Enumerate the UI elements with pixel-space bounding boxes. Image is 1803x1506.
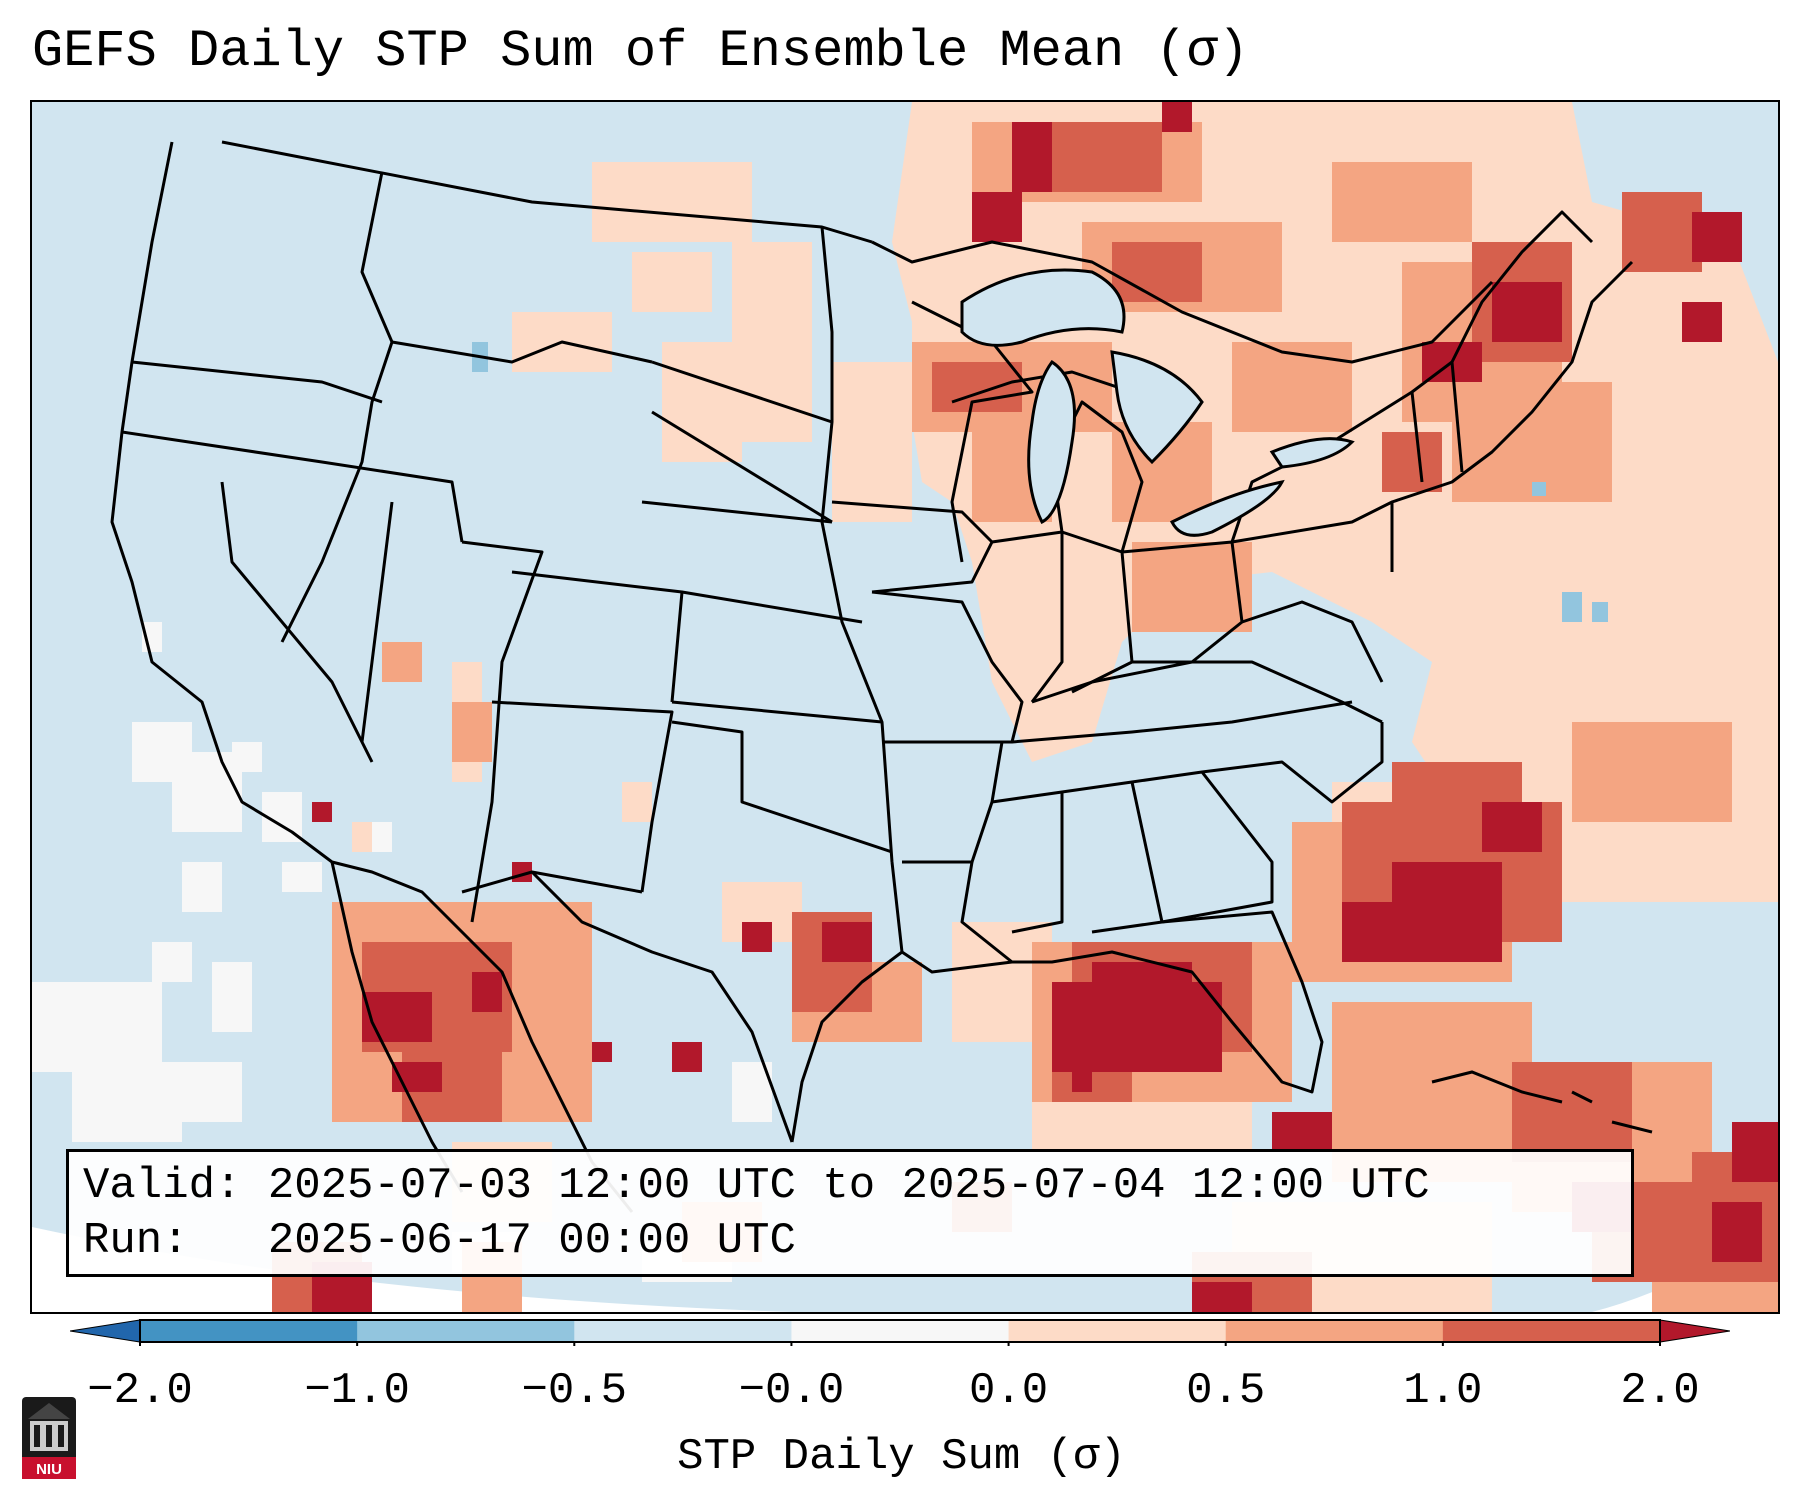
colorbar-tick-label: 1.0: [1403, 1366, 1483, 1416]
lake-huron: [1110, 350, 1204, 465]
colorbar-tick-label: −0.0: [738, 1366, 845, 1416]
run-label: Run:: [83, 1216, 189, 1266]
great-lakes: [960, 268, 1355, 537]
lake-superior: [960, 268, 1126, 347]
colorbar-segment: [357, 1320, 575, 1342]
colorbar-tick-label: 0.0: [968, 1366, 1049, 1416]
map-panel: [30, 100, 1780, 1314]
domain-outside-area: [32, 1227, 792, 1312]
colorbar-extend-high: [1659, 1319, 1730, 1343]
colorbar-segment: [574, 1320, 792, 1342]
state-borders: [110, 140, 1634, 1213]
colorbar-segment: [1442, 1320, 1661, 1342]
lake-erie: [1169, 479, 1285, 537]
colorbar-segment: [1008, 1320, 1227, 1342]
valid-run-info-box: Valid: 2025-07-03 12:00 UTC to 2025-07-0…: [66, 1149, 1634, 1277]
logo-text: NIU: [36, 1461, 62, 1478]
chart-title: GEFS Daily STP Sum of Ensemble Mean (σ): [32, 22, 1249, 81]
colorbar-segment: [140, 1320, 358, 1342]
stp-map: [32, 102, 1778, 1312]
colorbar-tick-label: −1.0: [304, 1366, 410, 1416]
colorbar-extend-low: [70, 1319, 141, 1343]
colorbar-segment: [791, 1320, 1010, 1342]
colorbar-tick-label: 2.0: [1620, 1366, 1700, 1416]
colorbar-segment: [1225, 1320, 1444, 1342]
weak-negative-cells: [472, 342, 1608, 622]
run-time: 2025-06-17 00:00 UTC: [267, 1216, 796, 1266]
caribbean-islands: [1431, 1070, 1653, 1134]
colorbar-label: STP Daily Sum (σ): [677, 1432, 1126, 1482]
valid-label: Valid:: [83, 1161, 242, 1211]
colorbar-tick-label: −2.0: [87, 1366, 193, 1416]
colorbar-segments: [70, 1319, 1730, 1346]
colorbar-tick-label: 0.5: [1186, 1366, 1266, 1416]
lake-michigan: [1027, 359, 1076, 525]
colorbar: [70, 1319, 1730, 1346]
university-building-icon: NIU: [22, 1397, 76, 1479]
lake-ontario: [1269, 437, 1355, 469]
colorbar-outline: [139, 1319, 1661, 1343]
colorbar-tick-label: −0.5: [521, 1366, 628, 1416]
valid-time-range: 2025-07-03 12:00 UTC to 2025-07-04 12:00…: [267, 1161, 1430, 1211]
